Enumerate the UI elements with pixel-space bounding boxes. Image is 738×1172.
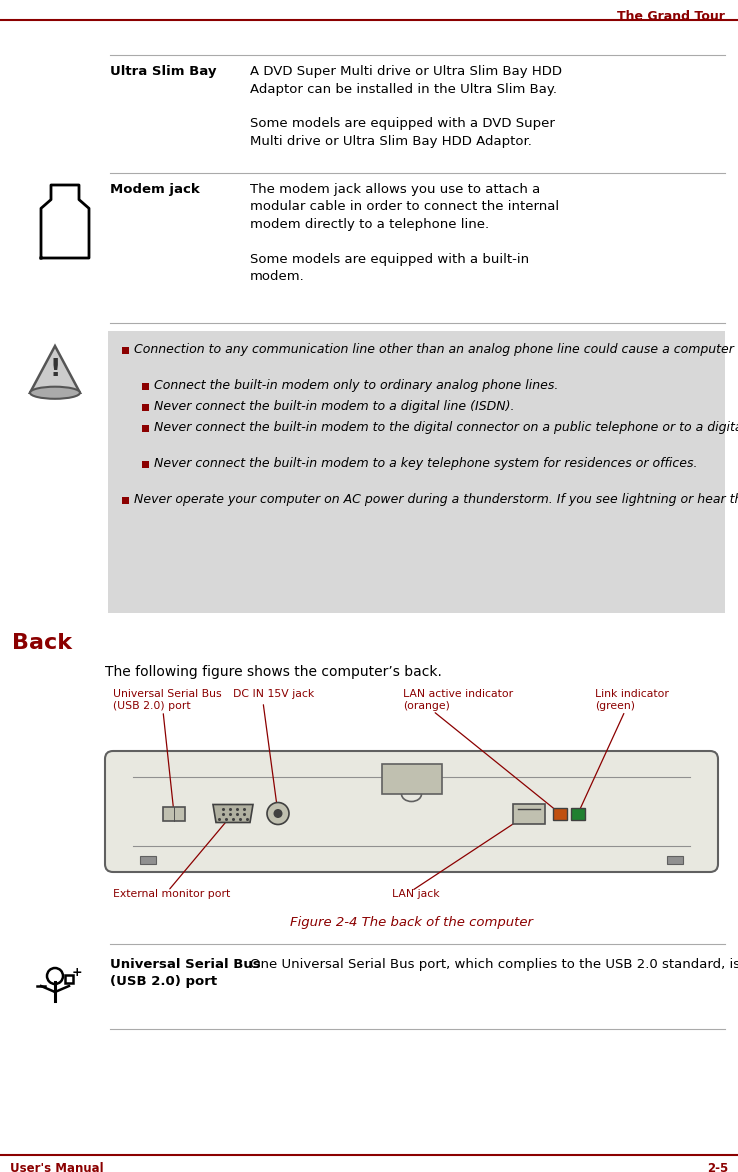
Text: Link indicator
(green): Link indicator (green) — [595, 689, 669, 711]
Text: Never connect the built-in modem to a key telephone system for residences or off: Never connect the built-in modem to a ke… — [154, 457, 697, 470]
Bar — [163, 806, 185, 820]
Text: The modem jack allows you use to attach a
modular cable in order to connect the : The modem jack allows you use to attach … — [250, 183, 559, 284]
Text: Connect the built-in modem only to ordinary analog phone lines.: Connect the built-in modem only to ordin… — [154, 379, 559, 391]
Bar — [142, 461, 149, 468]
Text: The following figure shows the computer’s back.: The following figure shows the computer’… — [105, 665, 442, 679]
Text: DC IN 15V jack: DC IN 15V jack — [233, 689, 314, 699]
Circle shape — [267, 803, 289, 824]
Text: Universal Serial Bus
(USB 2.0) port: Universal Serial Bus (USB 2.0) port — [110, 958, 261, 988]
Bar — [65, 975, 73, 983]
Text: Modem jack: Modem jack — [110, 183, 200, 196]
Text: 2-5: 2-5 — [707, 1161, 728, 1172]
Bar — [140, 856, 156, 864]
Text: +: + — [72, 966, 83, 979]
Bar — [142, 403, 149, 410]
Text: User's Manual: User's Manual — [10, 1161, 103, 1172]
Polygon shape — [30, 346, 80, 393]
Bar — [382, 764, 441, 793]
Bar — [142, 382, 149, 389]
Bar — [122, 347, 129, 354]
Bar — [513, 804, 545, 824]
Ellipse shape — [30, 387, 80, 398]
Text: A DVD Super Multi drive or Ultra Slim Bay HDD
Adaptor can be installed in the Ul: A DVD Super Multi drive or Ultra Slim Ba… — [250, 64, 562, 148]
Bar — [571, 808, 585, 819]
Text: LAN active indicator
(orange): LAN active indicator (orange) — [403, 689, 513, 711]
Polygon shape — [213, 804, 253, 823]
Bar — [142, 424, 149, 431]
Text: The Grand Tour: The Grand Tour — [617, 11, 725, 23]
Bar — [667, 856, 683, 864]
Text: Back: Back — [12, 633, 72, 653]
Bar — [553, 808, 567, 819]
Text: Figure 2-4 The back of the computer: Figure 2-4 The back of the computer — [290, 917, 533, 929]
Bar — [122, 497, 129, 504]
FancyBboxPatch shape — [105, 751, 718, 872]
Text: Never connect the built-in modem to the digital connector on a public telephone : Never connect the built-in modem to the … — [154, 421, 738, 434]
Text: !: ! — [49, 357, 61, 381]
Text: Never connect the built-in modem to a digital line (ISDN).: Never connect the built-in modem to a di… — [154, 400, 514, 413]
Text: Never operate your computer on AC power during a thunderstorm. If you see lightn: Never operate your computer on AC power … — [134, 493, 738, 506]
Text: External monitor port: External monitor port — [113, 890, 230, 899]
Text: One Universal Serial Bus port, which complies to the USB 2.0 standard, is provid: One Universal Serial Bus port, which com… — [250, 958, 738, 970]
Circle shape — [274, 809, 283, 818]
Text: Ultra Slim Bay: Ultra Slim Bay — [110, 64, 216, 79]
Text: Connection to any communication line other than an analog phone line could cause: Connection to any communication line oth… — [134, 343, 738, 356]
Text: LAN jack: LAN jack — [391, 890, 439, 899]
Text: Universal Serial Bus
(USB 2.0) port: Universal Serial Bus (USB 2.0) port — [113, 689, 221, 711]
Bar — [108, 331, 725, 613]
